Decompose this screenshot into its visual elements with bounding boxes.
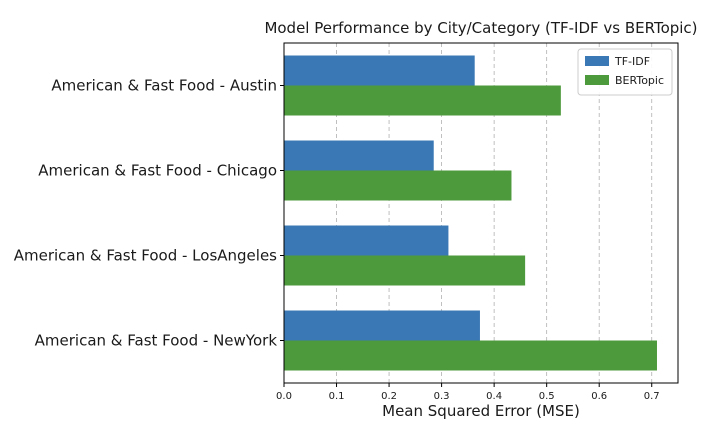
y-category-label: American & Fast Food - NewYork [35, 332, 278, 350]
x-tick-label: 0.4 [486, 391, 502, 402]
bar-bertopic [284, 340, 657, 371]
bars [284, 55, 657, 371]
x-tick-label: 0.7 [644, 391, 660, 402]
bar-tf-idf [284, 310, 480, 341]
legend-swatch [585, 56, 609, 66]
bar-bertopic [284, 85, 561, 116]
bar-tf-idf [284, 225, 449, 256]
x-tick-label: 0.2 [381, 391, 397, 402]
legend: TF-IDF BERTopic [577, 48, 673, 96]
plot-frame [283, 42, 679, 384]
bar-tf-idf [284, 55, 475, 86]
x-tick-label: 0.5 [539, 391, 555, 402]
y-category-label: American & Fast Food - LosAngeles [14, 247, 277, 265]
bar-bertopic [284, 255, 526, 286]
legend-swatch [585, 75, 609, 85]
x-tick-label: 0.1 [329, 391, 345, 402]
chart-title: Model Performance by City/Category (TF-I… [264, 19, 697, 37]
legend-label: TF-IDF [614, 55, 650, 68]
x-tick-label: 0.6 [591, 391, 607, 402]
x-tick-label: 0.3 [434, 391, 450, 402]
x-axis-ticks: 0.0 0.1 0.2 0.3 0.4 0.5 0.6 0.7 [276, 383, 660, 402]
x-tick-label: 0.0 [276, 391, 292, 402]
y-category-label: American & Fast Food - Chicago [38, 162, 277, 180]
y-category-label: American & Fast Food - Austin [51, 77, 277, 95]
y-axis-category-labels: American & Fast Food - Austin American & … [14, 77, 284, 350]
legend-label: BERTopic [615, 74, 664, 87]
bar-tf-idf [284, 140, 434, 171]
x-axis-label: Mean Squared Error (MSE) [382, 402, 580, 420]
bar-bertopic [284, 170, 512, 201]
